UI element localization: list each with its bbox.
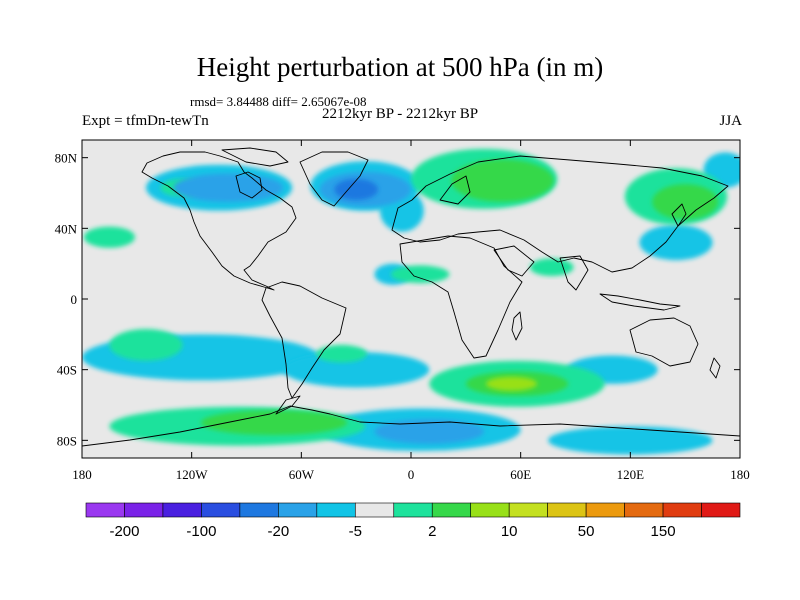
colorbar-box (162, 502, 202, 518)
y-tick-label: 80N (55, 151, 78, 166)
colorbar-label: -100 (186, 523, 216, 540)
coast-antarctica (82, 405, 740, 447)
colorbar-label: -20 (268, 523, 290, 540)
colorbar-box (431, 502, 472, 518)
colorbar-label: -5 (349, 523, 362, 540)
colorbar-label: 10 (501, 523, 518, 540)
colorbar-box (701, 502, 741, 518)
anomaly-region-pos-1 (109, 329, 183, 361)
anomaly-region-pos-1 (83, 226, 136, 248)
colorbar-box (85, 502, 125, 518)
colorbar-label: 2 (428, 523, 436, 540)
anomaly-region-neg-3 (334, 178, 379, 201)
anomaly-region-pos-3 (485, 376, 538, 391)
anomaly-region-pos-1 (315, 344, 368, 363)
map-axes: 180 120W 60W 0 60E 120E 180 80N 40N 0 40S 80S (55, 140, 750, 482)
chart-subtitle: 2212kyr BP - 2212kyr BP (322, 106, 479, 122)
x-tick-label: 0 (408, 467, 415, 482)
coast-japan (671, 203, 687, 227)
x-tick-label: 60E (510, 467, 531, 482)
colorbar-box (585, 502, 625, 518)
coast-madagascar (511, 311, 523, 341)
coast-greenland (299, 151, 369, 207)
anomaly-region-neg-1 (283, 352, 430, 388)
coast-india (559, 255, 589, 291)
x-tick-label: 120W (176, 467, 209, 482)
y-tick-label: 0 (71, 292, 78, 307)
chart-title: Height perturbation at 500 hPa (in m) (196, 52, 604, 82)
coast-indonesia (599, 293, 681, 311)
coast-arabia (493, 245, 535, 277)
colorbar-box (278, 502, 318, 518)
colorbar-box (624, 502, 664, 518)
colorbar-box (508, 502, 548, 518)
colorbar: -200 -100 -20 -5 2 10 50 150 (85, 502, 741, 540)
anomaly-region-pos-2 (451, 159, 554, 202)
colorbar-box (470, 502, 510, 518)
colorbar-box (316, 502, 356, 518)
anomaly-region-pos-1 (390, 265, 450, 284)
colorbar-box (239, 502, 279, 518)
anomaly-region-neg-2 (374, 419, 485, 444)
anomaly-region-neg-1 (548, 426, 713, 455)
colorbar-box (124, 502, 164, 518)
experiment-label: Expt = tfmDn-tewTn (82, 113, 209, 129)
coast-scandinavia (439, 175, 471, 205)
x-tick-label: 60W (289, 467, 315, 482)
anomaly-region-neg-1 (639, 224, 713, 261)
y-tick-label: 40N (55, 221, 78, 236)
y-tick-label: 80S (57, 433, 77, 448)
y-tick-label: 40S (57, 363, 77, 378)
coastlines (82, 147, 740, 447)
coast-antarctic-peninsula (275, 395, 301, 415)
anomaly-region-pos-2 (652, 184, 719, 220)
rmsd-diff-stats: rmsd= 3.84488 diff= 2.65067e-08 (190, 94, 367, 109)
coast-australia (629, 317, 699, 367)
colorbar-box (393, 502, 433, 518)
anomaly-region-pos-1 (529, 258, 574, 277)
coast-hudson-bay (235, 171, 263, 199)
colorbar-box (354, 502, 395, 518)
x-tick-label: 180 (72, 467, 92, 482)
coast-canadian-archipelago (221, 147, 289, 167)
x-tick-label: 180 (730, 467, 750, 482)
colorbar-label: 150 (651, 523, 676, 540)
colorbar-label: -200 (109, 523, 139, 540)
colorbar-box (662, 502, 702, 518)
colorbar-box (547, 502, 587, 518)
colorbar-box (201, 502, 241, 518)
x-tick-label: 120E (617, 467, 645, 482)
coast-eurasia (391, 155, 729, 273)
season-label: JJA (719, 113, 742, 129)
coast-africa (399, 235, 523, 359)
coast-south-america (261, 281, 347, 399)
anomaly-region-pos-2 (200, 410, 348, 436)
coast-north-america (141, 151, 297, 291)
colorbar-label: 50 (578, 523, 595, 540)
coast-new-zealand (709, 357, 721, 379)
anomaly-region-neg-2 (173, 173, 284, 202)
